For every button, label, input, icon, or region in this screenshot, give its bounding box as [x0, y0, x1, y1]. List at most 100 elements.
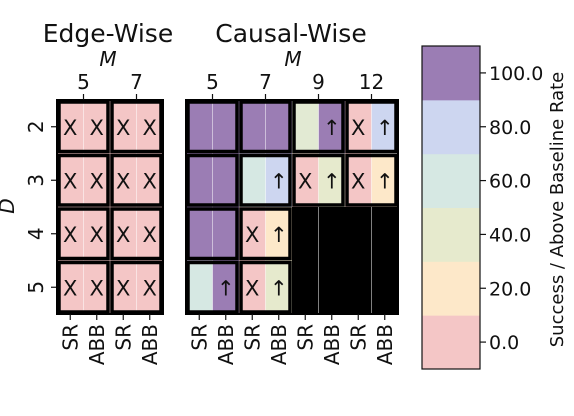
above-baseline-mark: ↑	[323, 169, 341, 193]
colorbar-segment	[422, 315, 480, 370]
heatmap-cell	[212, 100, 240, 154]
heatmap-panel: X X X XX X X XX X X XX X X X5 7SR ABB SR ABB	[56, 70, 164, 365]
heatmap-cell	[371, 207, 399, 261]
heatmap-cell	[110, 207, 137, 261]
heatmap-cell	[83, 100, 111, 154]
fail-mark: X	[63, 276, 77, 300]
heatmap-cell	[345, 153, 372, 208]
heatmap-cell	[292, 260, 319, 315]
heatmap-cell	[265, 153, 293, 208]
heatmap-cell	[318, 207, 346, 261]
column-label: SR	[187, 324, 211, 351]
fail-mark: X	[90, 169, 104, 193]
heatmap-cell	[371, 100, 399, 154]
column-label: ABB	[214, 324, 238, 365]
m-tick-label: 9	[312, 70, 325, 94]
heatmap-cell	[136, 153, 164, 208]
block-border	[110, 100, 163, 154]
fail-mark: X	[90, 276, 104, 300]
above-baseline-mark: ↑	[217, 276, 235, 300]
colorbar: 0.0 20.0 40.0 60.0 80.0 100.0 Success / Above …	[421, 45, 568, 370]
fail-mark: X	[245, 276, 259, 300]
heatmap-cell	[265, 207, 293, 261]
heatmap-cell	[292, 100, 319, 154]
m-tick-label: 12	[359, 70, 384, 94]
heatmap-cell	[186, 207, 213, 261]
column-label: ABB	[373, 324, 397, 365]
colorbar-tick-label: 60.0	[489, 171, 531, 193]
m-tick-label: 5	[206, 70, 219, 94]
d-axis-label: D	[0, 198, 19, 213]
block-border	[292, 153, 345, 207]
block-border	[57, 207, 110, 261]
above-baseline-mark: ↑	[323, 116, 341, 140]
block-border	[345, 153, 398, 207]
colorbar-tick-label: 0.0	[489, 332, 519, 354]
block-border	[186, 260, 239, 314]
block-border	[57, 260, 110, 314]
fail-mark: X	[143, 276, 157, 300]
heatmap-cell	[239, 153, 266, 208]
heatmap-cell	[57, 153, 84, 208]
above-baseline-mark: ↑	[270, 276, 288, 300]
above-baseline-mark: ↑	[270, 223, 288, 247]
heatmap-cell	[57, 260, 84, 315]
fail-mark: X	[63, 223, 77, 247]
heatmap-cell	[186, 260, 213, 315]
heatmap-cell	[83, 153, 111, 208]
y-tick-label: 4	[24, 227, 48, 240]
heatmap-cell	[318, 100, 346, 154]
y-tick-label: 2	[24, 120, 48, 133]
above-baseline-mark: ↑	[376, 116, 394, 140]
fail-mark: X	[116, 116, 130, 140]
heatmap-cell	[345, 207, 372, 261]
heatmap-cell	[212, 260, 240, 315]
column-label: SR	[346, 324, 370, 351]
column-label: SR	[240, 324, 264, 351]
heatmap-cell	[110, 260, 137, 315]
heatmap-cell	[136, 207, 164, 261]
block-border	[110, 207, 163, 261]
colorbar-segment	[422, 261, 480, 316]
column-label: ABB	[138, 324, 162, 365]
heatmap-cell	[110, 100, 137, 154]
fail-mark: X	[351, 169, 365, 193]
y-tick-label: 3	[24, 174, 48, 187]
block-border	[345, 100, 398, 154]
heatmap-cell	[265, 100, 293, 154]
block-border	[110, 260, 163, 314]
colorbar-tick-label: 20.0	[489, 278, 531, 300]
heatmap-cell	[345, 260, 372, 315]
heatmap-cell	[186, 100, 213, 154]
column-label: ABB	[267, 324, 291, 365]
fail-mark: X	[351, 116, 365, 140]
column-label: ABB	[85, 324, 109, 365]
heatmap-cell	[371, 260, 399, 315]
column-label: ABB	[320, 324, 344, 365]
fail-mark: X	[116, 223, 130, 247]
fail-mark: X	[143, 169, 157, 193]
heatmap-cell	[57, 207, 84, 261]
heatmap-cell	[212, 153, 240, 208]
y-tick-label: 5	[24, 281, 48, 294]
heatmap-cell	[57, 100, 84, 154]
block-border	[239, 207, 292, 261]
colorbar-segment	[422, 207, 480, 262]
m-axis-label-edge: M	[99, 47, 116, 71]
above-baseline-mark: ↑	[376, 169, 394, 193]
heatmap-cell	[212, 207, 240, 261]
column-label: SR	[293, 324, 317, 351]
fail-mark: X	[116, 276, 130, 300]
m-tick-label: 5	[77, 70, 90, 94]
block-border	[239, 153, 292, 207]
heatmap-cell	[345, 100, 372, 154]
fail-mark: X	[63, 116, 77, 140]
heatmap-cell	[136, 260, 164, 315]
heatmap-cell	[239, 260, 266, 315]
fail-mark: X	[90, 116, 104, 140]
block-border	[57, 100, 110, 154]
block-border	[239, 100, 292, 154]
heatmap-cell	[239, 207, 266, 261]
heatmap-cell	[83, 260, 111, 315]
